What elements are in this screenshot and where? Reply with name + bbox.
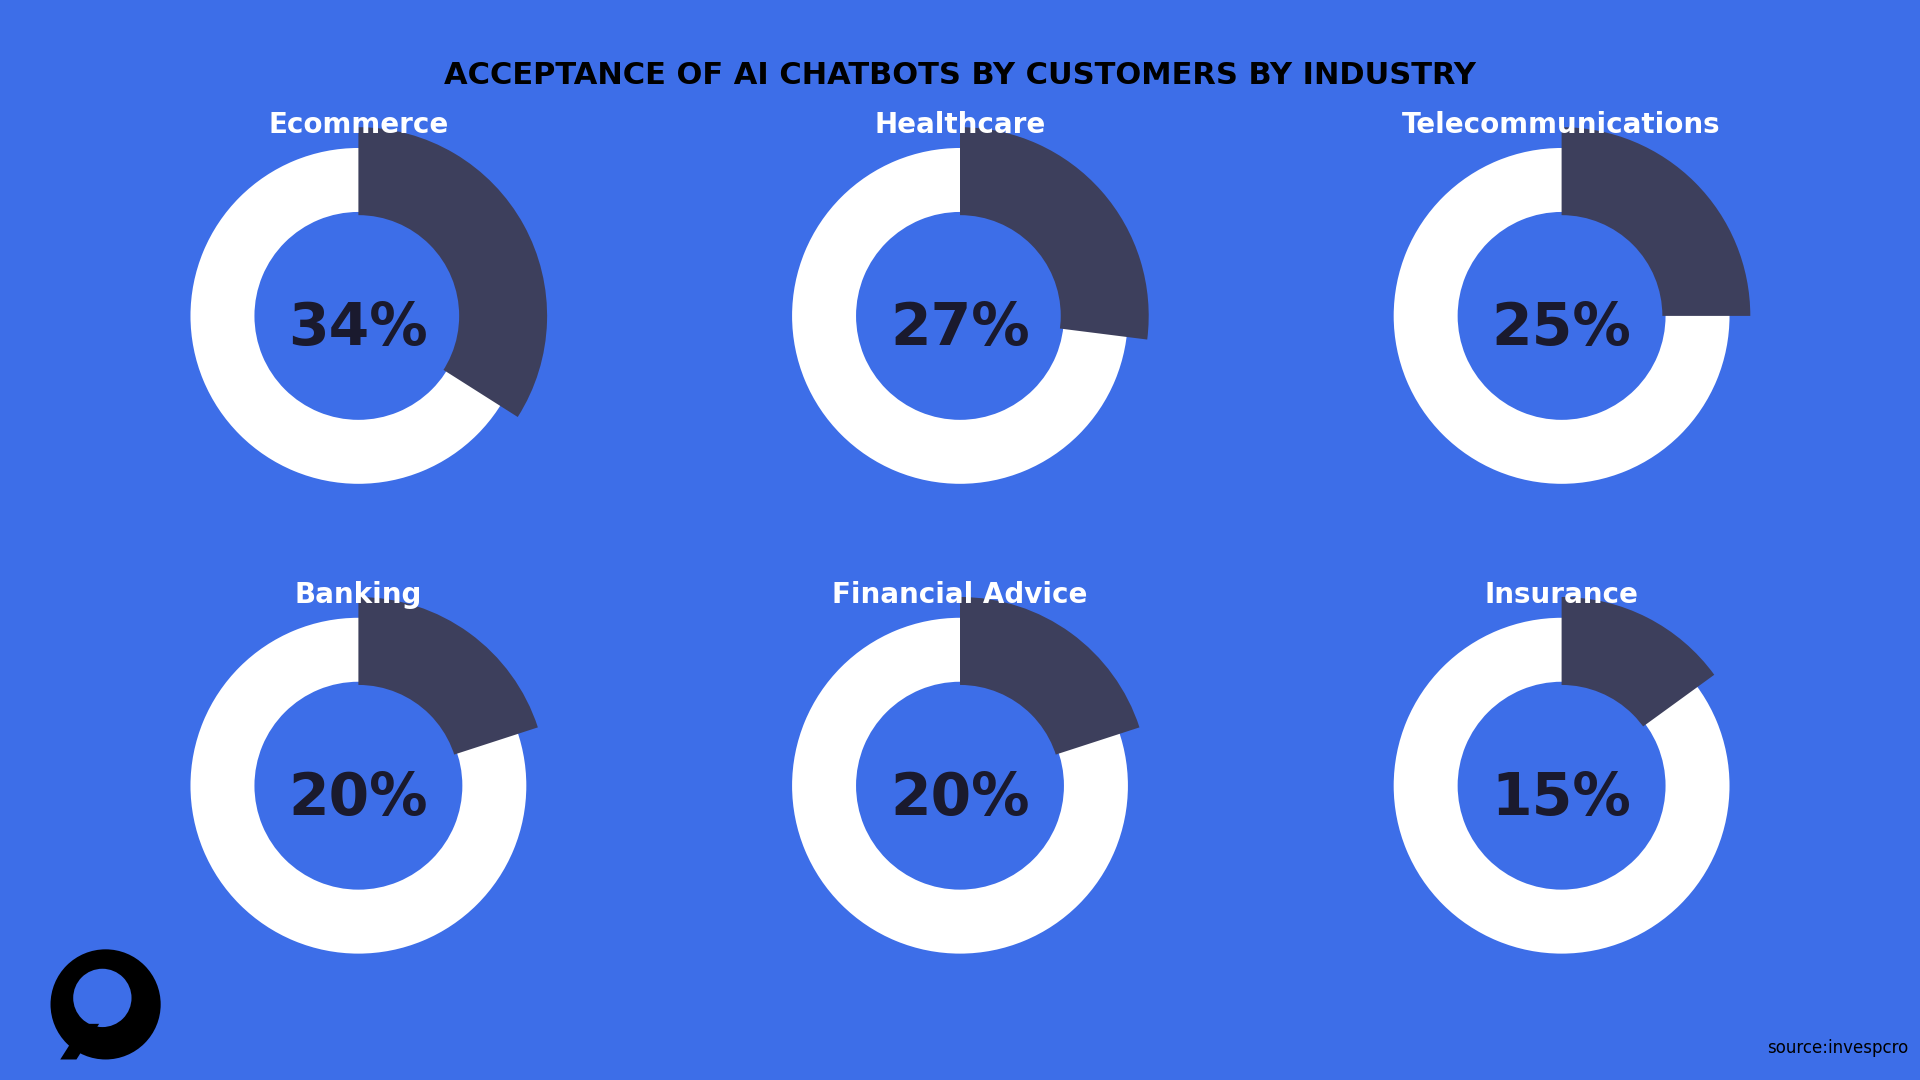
Wedge shape: [359, 127, 547, 417]
Circle shape: [860, 215, 1060, 417]
Text: 27%: 27%: [891, 300, 1029, 357]
Circle shape: [1461, 685, 1663, 887]
Wedge shape: [1561, 127, 1751, 315]
Text: 15%: 15%: [1492, 770, 1632, 827]
Circle shape: [50, 949, 161, 1059]
Text: Healthcare: Healthcare: [874, 111, 1046, 139]
Wedge shape: [793, 618, 1127, 954]
Wedge shape: [960, 597, 1139, 756]
Text: ACCEPTANCE OF AI CHATBOTS BY CUSTOMERS BY INDUSTRY: ACCEPTANCE OF AI CHATBOTS BY CUSTOMERS B…: [444, 62, 1476, 90]
Circle shape: [1461, 215, 1663, 417]
Text: source:invespcro: source:invespcro: [1766, 1039, 1908, 1056]
Text: Insurance: Insurance: [1484, 581, 1638, 609]
Text: Financial Advice: Financial Advice: [831, 581, 1089, 609]
Text: 20%: 20%: [891, 770, 1029, 827]
Circle shape: [257, 215, 459, 417]
Wedge shape: [1561, 597, 1715, 729]
Wedge shape: [960, 127, 1148, 339]
Wedge shape: [793, 148, 1127, 484]
Wedge shape: [190, 618, 526, 954]
Wedge shape: [359, 597, 538, 756]
Circle shape: [257, 685, 459, 887]
Circle shape: [860, 685, 1060, 887]
Text: 25%: 25%: [1492, 300, 1632, 357]
Text: Banking: Banking: [294, 581, 422, 609]
Text: Telecommunications: Telecommunications: [1402, 111, 1720, 139]
Wedge shape: [1394, 618, 1730, 954]
Wedge shape: [190, 148, 526, 484]
Text: 34%: 34%: [288, 300, 428, 357]
Polygon shape: [60, 1024, 100, 1059]
Text: Ecommerce: Ecommerce: [269, 111, 449, 139]
Text: 20%: 20%: [288, 770, 428, 827]
Circle shape: [73, 969, 131, 1027]
Wedge shape: [1394, 148, 1730, 484]
